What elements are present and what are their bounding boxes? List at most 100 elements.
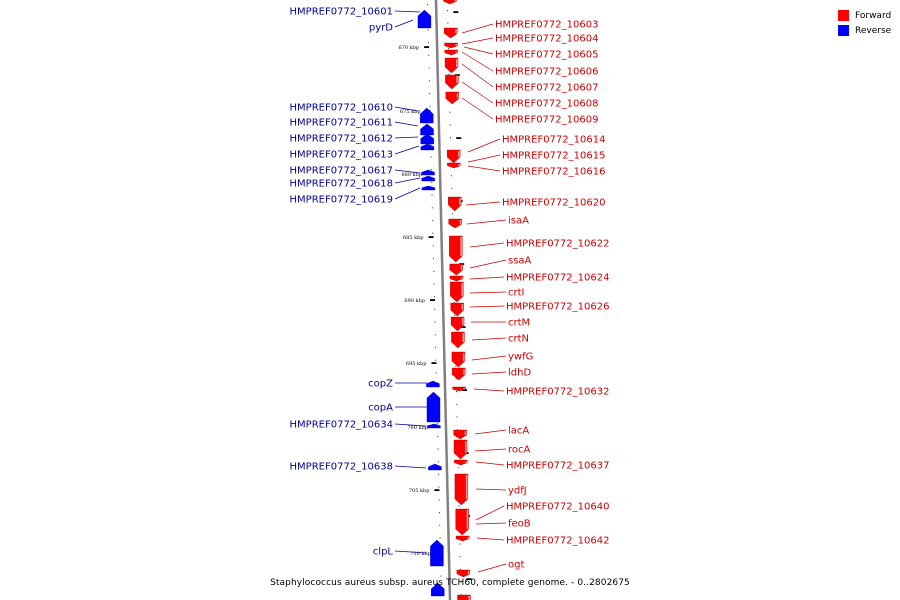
gene-highlight [463,369,465,375]
reverse-gene-label: pyrD [369,23,393,34]
forward-gene-label: crtN [508,334,529,345]
minor-tick [453,11,459,13]
scale-dot [428,54,430,56]
forward-gene-label: HMPREF0772_10605 [495,50,598,61]
gene-highlight [460,237,462,256]
scale-dot [455,365,457,367]
gene-highlight [461,304,464,311]
minor-tick [466,578,472,580]
scale-dot [427,4,429,6]
forward-gene-label: crtI [508,288,524,299]
forward-gene-label: HMPREF0772_10626 [506,302,609,313]
scale-dot [438,486,440,488]
label-leader [469,291,507,294]
label-leader [469,276,505,280]
label-leader [467,165,501,172]
scale-dot [434,334,436,336]
label-leader [474,448,507,452]
label-leader [474,429,507,435]
label-leader [394,106,419,112]
scale-dot [435,359,437,361]
scale-dot [460,568,462,570]
reverse-gene [430,539,444,567]
forward-gene [452,386,466,392]
forward-gene-label: HMPREF0772_10614 [502,135,605,146]
scale-dot [459,543,461,545]
gene-highlight [461,283,463,296]
scale-dot [434,321,436,323]
reverse-gene [427,423,441,429]
label-leader [471,337,507,341]
forward-gene [450,281,464,303]
forward-gene [449,235,463,263]
scale-dot [437,435,439,437]
major-tick [434,489,440,491]
scale-dot [456,416,458,418]
reverse-gene-label: HMPREF0772_10638 [290,462,393,473]
label-leader [394,187,421,200]
forward-gene [443,0,457,5]
legend-item-forward: Forward [838,8,891,23]
forward-gene-label: rocA [508,445,531,456]
scale-dot [457,467,459,469]
forward-gene [453,439,468,460]
scale-dot [449,111,451,113]
gene-highlight [460,265,463,271]
label-leader [394,19,414,28]
label-leader [477,563,507,573]
forward-gene-label: HMPREF0772_10606 [495,67,598,78]
reverse-gene-label: HMPREF0772_10612 [290,134,393,145]
forward-gene [444,57,459,74]
gene-highlight [455,29,457,34]
reverse-gene-label: copA [368,403,393,414]
scale-dot [433,296,435,298]
forward-gene [456,569,471,578]
scale-dot [447,48,449,50]
minor-tick [456,137,462,139]
scale-dot [438,499,440,501]
label-leader [461,81,494,104]
gene-highlight [467,537,469,539]
label-leader [394,177,421,184]
gene-highlight [466,510,469,529]
forward-gene [444,27,458,39]
minor-tick [460,326,466,328]
reverse-gene-label: HMPREF0772_10617 [290,166,393,177]
label-leader [467,154,501,163]
scale-dot [439,524,441,526]
label-leader [471,355,507,361]
scale-dot [428,80,430,82]
gene-highlight [467,571,470,574]
major-tick [430,299,435,301]
scale-dot [434,308,436,310]
tick-label: 695 kbp [406,361,427,367]
scale-dot [429,105,431,107]
minor-tick [462,389,468,391]
reverse-gene-label: clpL [373,547,394,558]
gene-features [417,0,471,600]
gene-labels: HMPREF0772_10601 pyrD HMPREF0772_10610 HMPR… [290,7,610,571]
gene-highlight [455,51,458,53]
forward-gene-label: feoB [508,519,531,530]
scale-dot [432,232,434,234]
gene-highlight [465,475,468,499]
scale-dot [437,461,439,463]
forward-gene [455,535,470,542]
gene-highlight [458,164,460,166]
gene-highlight [462,333,465,342]
forward-gene [446,149,461,164]
tick-label: 680 kbp [401,172,422,178]
forward-gene [450,302,464,317]
scale-dot [456,429,458,431]
tick-label: 690 kbp [404,298,425,304]
gene-highlight [464,431,467,435]
scale-dot [438,512,440,514]
label-leader [461,23,494,34]
forward-gene [454,473,469,506]
forward-gene-label: HMPREF0772_10632 [506,387,609,398]
gene-highlight [465,461,467,463]
reverse-gene [431,582,445,597]
gene-highlight [456,93,459,99]
scale-dot [436,423,438,425]
reverse-gene-label: HMPREF0772_10613 [290,150,393,161]
